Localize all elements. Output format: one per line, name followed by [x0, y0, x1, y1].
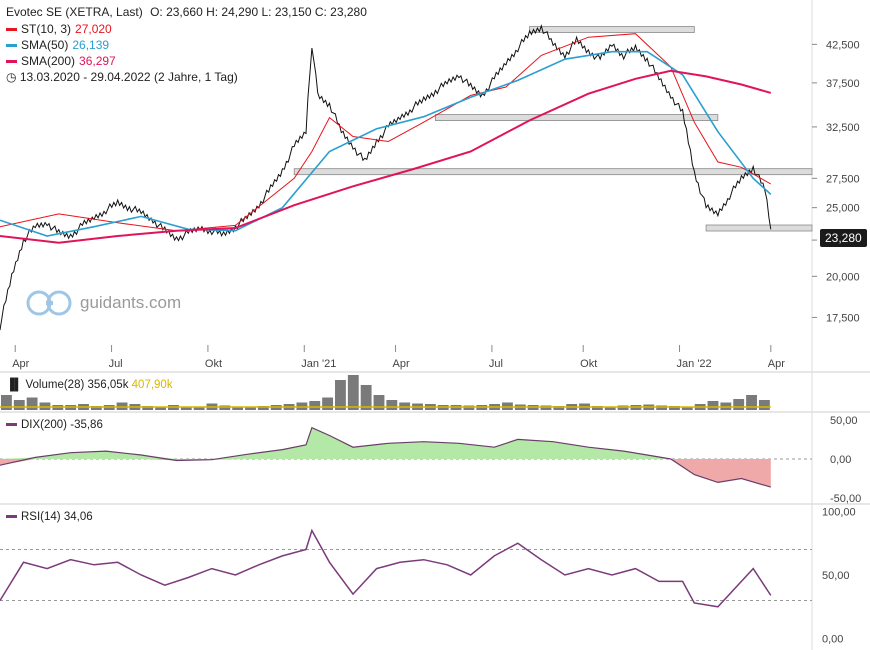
- volume-bar: [360, 385, 372, 410]
- dix-tick-label: 0,00: [830, 454, 851, 466]
- support-level-band: [435, 114, 719, 121]
- volume-title: Volume(28): [25, 379, 85, 391]
- dix-tick-label: 50,00: [830, 415, 858, 427]
- price-tick-label: 32,500: [826, 122, 860, 134]
- dix-value: -35,86: [70, 419, 103, 431]
- legend-sma50[interactable]: SMA(50) 26,139: [6, 38, 109, 52]
- volume-bar: [142, 406, 154, 410]
- volume-bar: [1, 395, 12, 410]
- volume-bar: [347, 375, 359, 410]
- price-tick-label: 17,500: [826, 312, 860, 324]
- x-tick-label: Jul: [109, 358, 123, 370]
- rsi-title: RSI(14): [21, 511, 61, 523]
- rsi-tick-label: 100,00: [822, 506, 856, 518]
- price-series-line: [0, 24, 772, 331]
- volume-panel-title: ▐▌ Volume(28) 356,05k 407,90k: [6, 379, 173, 391]
- legend-sma50-marker: [6, 44, 17, 48]
- volume-bar: [155, 406, 167, 410]
- volume-value2: 407,90k: [131, 379, 173, 391]
- x-tick-label: Apr: [12, 358, 29, 370]
- legend-st-label: ST(10, 3): [21, 22, 72, 36]
- x-tick-label: Apr: [393, 358, 410, 370]
- support-level-band: [705, 224, 813, 232]
- last-price-badge: 23,280: [820, 229, 867, 247]
- support-level-band: [529, 26, 695, 33]
- sma50-line: [0, 50, 772, 237]
- volume-bar: [232, 406, 244, 410]
- volume-value1: 356,05k: [87, 379, 129, 391]
- legend-sma200-label: SMA(200): [21, 54, 76, 68]
- legend-sma200-value: 36,297: [79, 54, 116, 68]
- clock-icon: ◷: [6, 70, 17, 84]
- volume-bar: [322, 397, 334, 410]
- volume-icon: ▐▌: [6, 379, 23, 391]
- support-level-band: [293, 168, 813, 176]
- volume-bar: [746, 395, 757, 410]
- legend-sma200[interactable]: SMA(200) 36,297: [6, 54, 116, 68]
- volume-bar: [707, 401, 719, 410]
- volume-bar: [90, 406, 102, 410]
- legend-sma50-label: SMA(50): [21, 38, 69, 52]
- legend-st-marker: [6, 28, 17, 32]
- volume-bar: [604, 406, 616, 410]
- volume-bar: [386, 400, 398, 410]
- price-tick-label: 27,500: [826, 173, 860, 185]
- dix-positive-area: [0, 427, 771, 459]
- volume-bar: [758, 400, 770, 410]
- guidants-logo-icon: [26, 290, 72, 316]
- volume-bar: [669, 406, 680, 410]
- volume-bar: [180, 407, 192, 410]
- date-range-row: ◷ 13.03.2020 - 29.04.2022 (2 Jahre, 1 Ta…: [6, 70, 238, 84]
- x-tick-label: Jul: [489, 358, 503, 370]
- date-range: 13.03.2020 - 29.04.2022 (2 Jahre, 1 Tag): [19, 70, 238, 84]
- dix-title: DIX(200): [21, 419, 68, 431]
- volume-bar: [373, 395, 385, 410]
- volume-bar: [335, 380, 346, 410]
- volume-bar: [309, 401, 321, 410]
- rsi-tick-label: 0,00: [822, 634, 843, 646]
- volume-bar: [733, 399, 745, 410]
- volume-bar: [591, 406, 603, 410]
- volume-bar: [681, 406, 693, 410]
- chart-title: Evotec SE (XETRA, Last): [6, 5, 143, 19]
- dix-tick-label: -50,00: [830, 493, 861, 505]
- rsi-marker: [6, 515, 17, 519]
- volume-bar: [245, 407, 256, 410]
- volume-bar: [26, 397, 38, 410]
- dix-panel-title: DIX(200) -35,86: [6, 419, 103, 431]
- price-tick-label: 25,000: [826, 203, 860, 215]
- dix-marker: [6, 423, 17, 427]
- price-tick-label: 20,000: [826, 271, 860, 283]
- x-tick-label: Apr: [768, 358, 785, 370]
- dix-line: [0, 426, 771, 488]
- legend-sma200-marker: [6, 60, 17, 64]
- x-tick-label: Okt: [580, 358, 597, 370]
- dix-negative-area: [0, 458, 771, 488]
- price-tick-label: 42,500: [826, 39, 860, 51]
- price-tick-label: 37,500: [826, 78, 860, 90]
- guidants-logo: guidants.com: [26, 290, 181, 316]
- x-tick-label: Okt: [205, 358, 222, 370]
- legend-sma50-value: 26,139: [72, 38, 110, 52]
- rsi-line: [0, 528, 772, 608]
- volume-bar: [13, 400, 25, 410]
- rsi-value: 34,06: [63, 511, 93, 523]
- volume-bar: [193, 406, 205, 410]
- x-tick-label: Jan '22: [677, 358, 712, 370]
- volume-bar: [553, 406, 565, 410]
- legend-st-value: 27,020: [75, 22, 112, 36]
- rsi-tick-label: 50,00: [822, 570, 850, 582]
- x-tick-label: Jan '21: [301, 358, 336, 370]
- logo-text: guidants.com: [80, 293, 182, 312]
- sma200-line: [0, 69, 772, 244]
- ohlc-values: O: 23,660 H: 24,290 L: 23,150 C: 23,280: [150, 5, 367, 19]
- volume-bar: [257, 406, 269, 410]
- rsi-panel-title: RSI(14) 34,06: [6, 511, 93, 523]
- legend-st[interactable]: ST(10, 3) 27,020: [6, 22, 112, 36]
- chart-title-row: Evotec SE (XETRA, Last) O: 23,660 H: 24,…: [6, 5, 367, 19]
